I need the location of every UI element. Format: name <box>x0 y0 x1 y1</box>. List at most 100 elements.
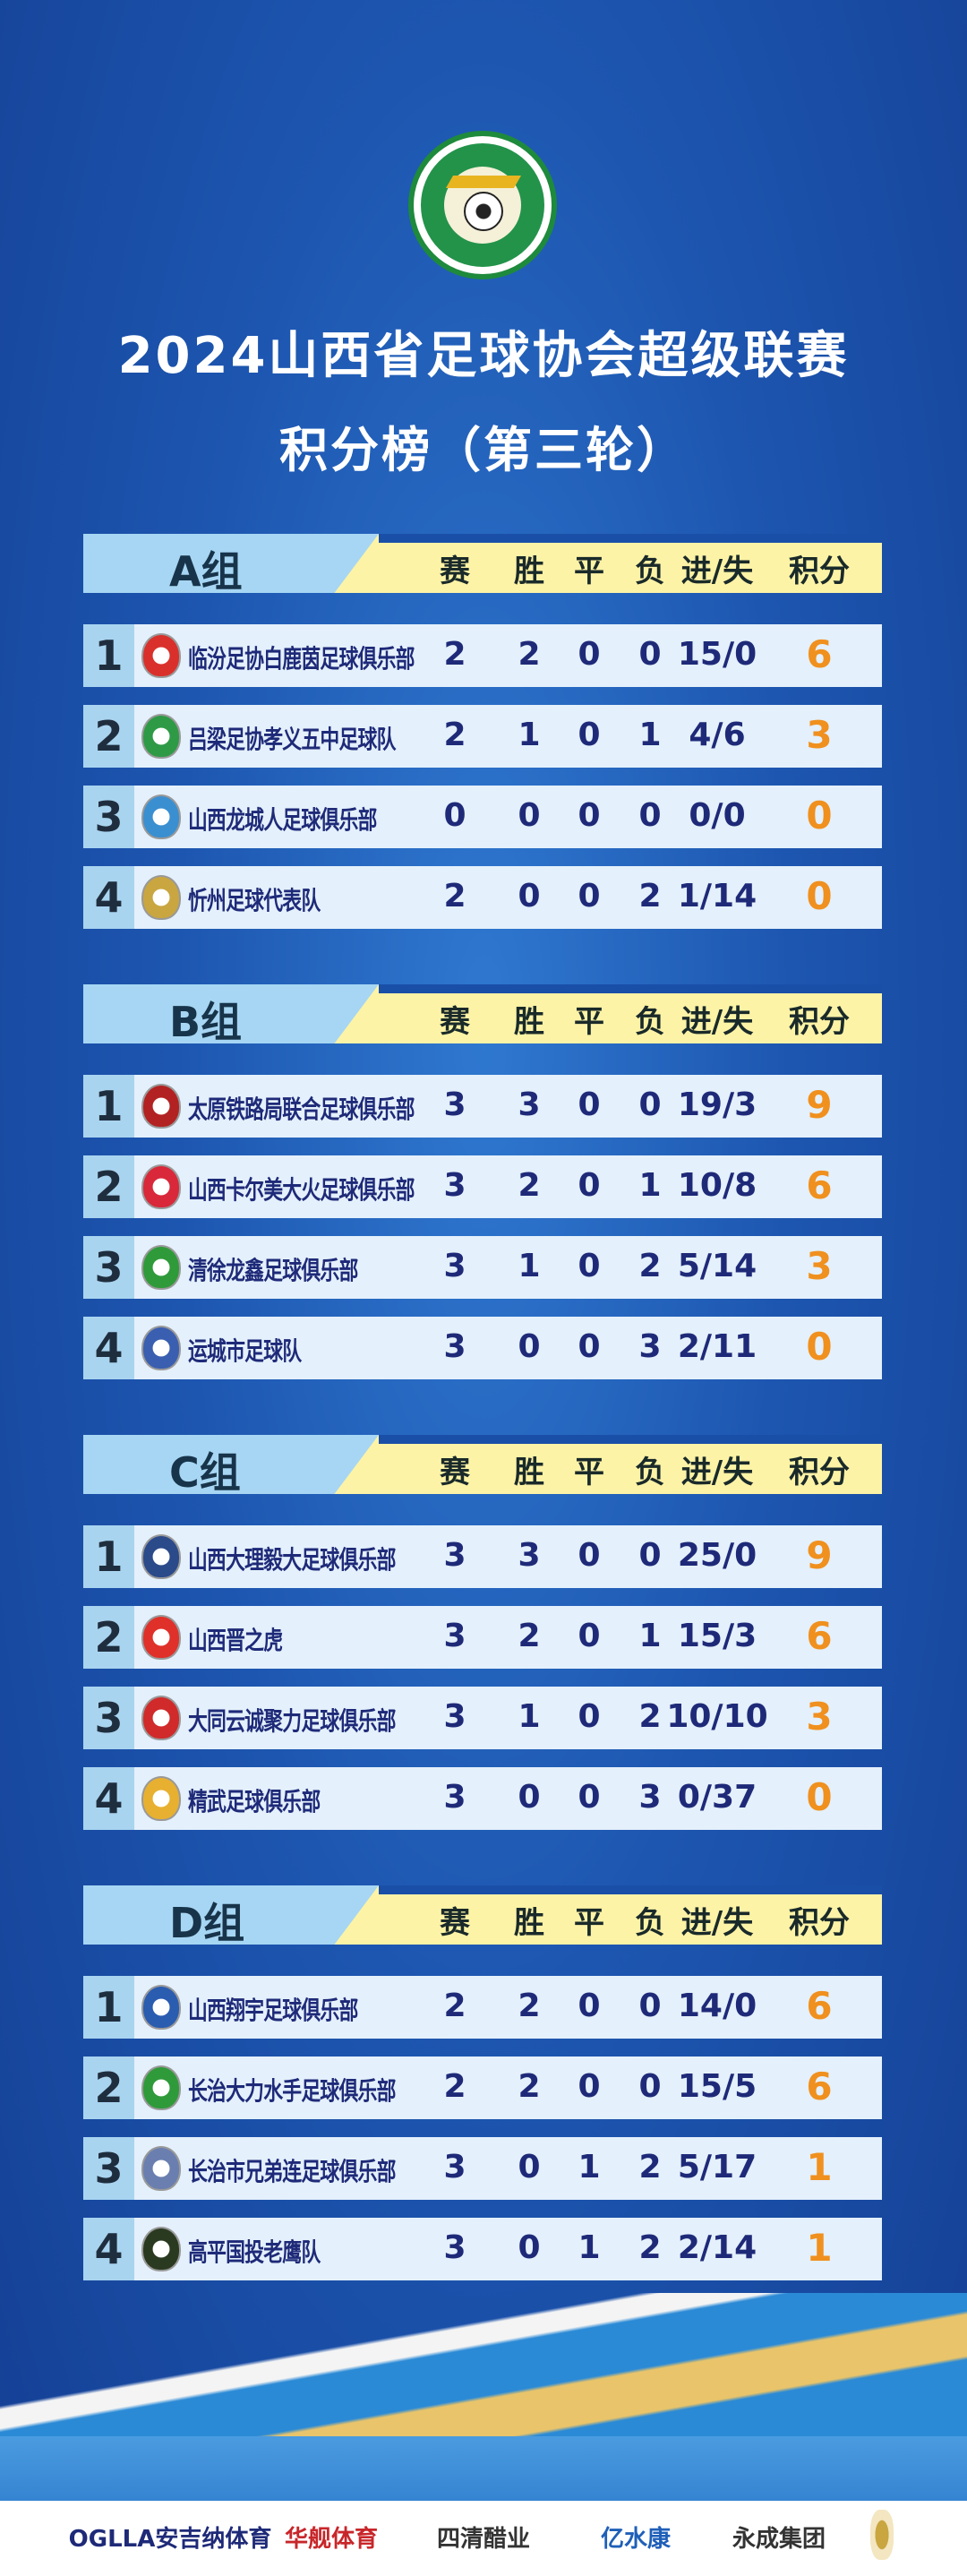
stat-won: 0 <box>518 878 541 914</box>
stat-played: 3 <box>443 1537 466 1574</box>
stat-points: 3 <box>806 1244 833 1288</box>
column-header: 进/失 <box>680 1905 754 1941</box>
stat-lost: 0 <box>638 797 662 834</box>
team-name: 山西大理毅大足球俱乐部 <box>188 1545 396 1575</box>
stat-won: 0 <box>518 1328 541 1365</box>
row-body: 太原铁路局联合足球俱乐部 3 3 0 0 19/3 9 <box>134 1075 882 1138</box>
column-header: 赛 <box>440 554 470 589</box>
stat-played: 3 <box>443 2229 466 2266</box>
stat-lost: 2 <box>638 2149 662 2185</box>
stat-lost: 2 <box>638 878 662 914</box>
column-header: 赛 <box>440 1455 470 1490</box>
stat-won: 0 <box>518 797 541 834</box>
stat-goals: 2/11 <box>677 1328 757 1365</box>
stat-lost: 0 <box>638 1988 662 2024</box>
team-name: 清徐龙鑫足球俱乐部 <box>188 1256 358 1285</box>
table-row: 2 吕梁足协孝义五中足球队 2 1 0 1 4/6 3 <box>83 705 882 768</box>
stat-won: 0 <box>518 2149 541 2185</box>
stat-drawn: 0 <box>578 797 601 834</box>
group-d-table: D组赛胜平负进/失 积分 1 山西翔宇足球俱乐部 2 2 0 0 14/0 6 2 长治大力水手足球俱… <box>83 1885 882 2280</box>
stat-goals: 15/5 <box>677 2068 757 2105</box>
group-label: C组 <box>169 1448 241 1497</box>
stat-lost: 1 <box>638 1167 662 1204</box>
stat-goals: 14/0 <box>677 1988 757 2024</box>
table-row: 4 运城市足球队 3 0 0 3 2/11 0 <box>83 1317 882 1379</box>
rank-number: 1 <box>83 624 134 687</box>
stat-points: 0 <box>806 1775 833 1819</box>
table-row: 4 精武足球俱乐部 3 0 0 3 0/37 0 <box>83 1767 882 1830</box>
table-row: 4 忻州足球代表队 2 0 0 2 1/14 0 <box>83 866 882 929</box>
group-label: A组 <box>169 547 243 596</box>
team-badge-icon <box>141 2146 181 2191</box>
sponsor-logo: 永成集团 <box>732 2526 826 2553</box>
stat-played: 2 <box>443 2068 466 2105</box>
table-row: 3 清徐龙鑫足球俱乐部 3 1 0 2 5/14 3 <box>83 1236 882 1299</box>
table-row: 1 山西大理毅大足球俱乐部 3 3 0 0 25/0 9 <box>83 1525 882 1588</box>
row-body: 吕梁足协孝义五中足球队 2 1 0 1 4/6 3 <box>134 705 882 768</box>
rank-number: 3 <box>83 1236 134 1299</box>
column-header: 平 <box>574 554 604 589</box>
stat-goals: 1/14 <box>677 878 757 914</box>
table-row: 3 山西龙城人足球俱乐部 0 0 0 0 0/0 0 <box>83 786 882 848</box>
column-header: 积分 <box>789 1455 850 1490</box>
team-name: 吕梁足协孝义五中足球队 <box>188 725 396 754</box>
group-label-box: D组 <box>83 1885 379 1945</box>
column-header: 进/失 <box>680 1455 754 1490</box>
table-row: 1 临汾足协白鹿茵足球俱乐部 2 2 0 0 15/0 6 <box>83 624 882 687</box>
table-row: 3 长治市兄弟连足球俱乐部 3 0 1 2 5/17 1 <box>83 2137 882 2200</box>
team-badge-icon <box>141 1696 181 1740</box>
team-badge-icon <box>141 1245 181 1290</box>
column-header: 负 <box>635 554 665 589</box>
rank-number: 3 <box>83 2137 134 2200</box>
association-logo <box>408 131 557 279</box>
page-subtitle: 积分榜（第三轮） <box>279 422 688 478</box>
group-c-table: C组赛胜平负进/失 积分 1 山西大理毅大足球俱乐部 3 3 0 0 25/0 9 2 山西晋之虎 3 2… <box>83 1435 882 1830</box>
column-header: 胜 <box>514 1455 544 1490</box>
stat-drawn: 0 <box>578 1618 601 1654</box>
rank-number: 4 <box>83 1317 134 1379</box>
stat-goals: 2/14 <box>677 2229 757 2266</box>
stat-goals: 5/14 <box>677 1248 757 1284</box>
stat-points: 0 <box>806 794 833 837</box>
group-header: A组 赛 胜平负进/失 积分 <box>83 534 882 593</box>
stat-played: 3 <box>443 1779 466 1816</box>
team-badge-icon <box>141 794 181 839</box>
row-body: 精武足球俱乐部 3 0 0 3 0/37 0 <box>134 1767 882 1830</box>
stat-lost: 3 <box>638 1328 662 1365</box>
header-divider <box>379 1435 882 1444</box>
sponsor-logo: 四清醋业 <box>436 2526 531 2553</box>
group-label-box: B组 <box>83 984 379 1043</box>
stat-won: 2 <box>518 636 541 673</box>
rank-number: 4 <box>83 2218 134 2280</box>
stat-won: 3 <box>518 1086 541 1123</box>
stat-points: 6 <box>806 1614 833 1658</box>
group-header: B组 赛 胜平负进/失 积分 <box>83 984 882 1043</box>
stat-played: 3 <box>443 1618 466 1654</box>
sponsor-strip: OGLLA安吉纳体育 华舰体育 四清醋业 亿水康 永成集团 <box>0 2501 967 2576</box>
rank-number: 2 <box>83 1155 134 1218</box>
row-body: 高平国投老鹰队 3 0 1 2 2/14 1 <box>134 2218 882 2280</box>
sponsor-logo: OGLLA安吉纳体育 <box>68 2526 272 2553</box>
stat-won: 1 <box>518 717 541 753</box>
stat-lost: 0 <box>638 1537 662 1574</box>
stat-points: 3 <box>806 713 833 757</box>
rank-number: 1 <box>83 1525 134 1588</box>
team-name: 长治大力水手足球俱乐部 <box>188 2076 396 2106</box>
column-header: 进/失 <box>680 1004 754 1040</box>
stat-points: 1 <box>806 2226 833 2270</box>
row-body: 山西龙城人足球俱乐部 0 0 0 0 0/0 0 <box>134 786 882 848</box>
stat-played: 2 <box>443 1988 466 2024</box>
team-name: 大同云诚聚力足球俱乐部 <box>188 1706 396 1736</box>
stat-drawn: 0 <box>578 1698 601 1735</box>
stat-drawn: 0 <box>578 1248 601 1284</box>
team-badge-icon <box>141 2065 181 2110</box>
stat-points: 0 <box>806 874 833 918</box>
team-name: 山西龙城人足球俱乐部 <box>188 805 377 835</box>
header-divider <box>379 534 882 543</box>
stat-points: 1 <box>806 2145 833 2189</box>
stat-points: 9 <box>806 1083 833 1127</box>
column-header: 胜 <box>514 1004 544 1040</box>
stat-won: 1 <box>518 1698 541 1735</box>
stat-drawn: 0 <box>578 717 601 753</box>
stat-goals: 25/0 <box>677 1537 757 1574</box>
